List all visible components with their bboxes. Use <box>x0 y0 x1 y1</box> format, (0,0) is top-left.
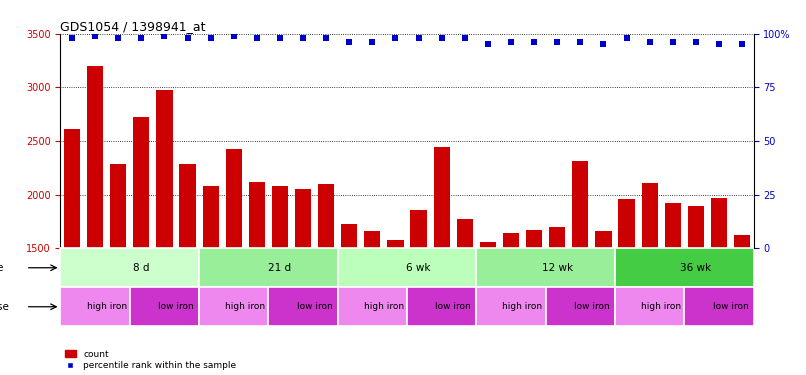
Point <box>574 39 587 45</box>
Point <box>89 33 102 39</box>
Bar <box>202 186 218 248</box>
Point <box>181 35 194 41</box>
Text: 21 d: 21 d <box>268 263 292 273</box>
Point <box>297 35 310 41</box>
Bar <box>549 227 565 248</box>
Point <box>713 42 725 48</box>
Point <box>620 35 633 41</box>
Text: 8 d: 8 d <box>133 263 150 273</box>
Bar <box>615 287 684 326</box>
Point <box>481 42 494 48</box>
Point <box>689 39 702 45</box>
Bar <box>364 231 380 248</box>
Point <box>459 35 472 41</box>
Bar <box>410 210 426 248</box>
Point <box>597 42 610 48</box>
Bar <box>156 90 172 248</box>
Text: age: age <box>0 263 3 273</box>
Bar <box>338 287 407 326</box>
Bar <box>688 206 704 248</box>
Bar <box>618 199 634 248</box>
Bar <box>87 66 103 248</box>
Point <box>736 42 749 48</box>
Bar <box>64 129 80 248</box>
Point <box>343 39 355 45</box>
Bar <box>434 147 450 248</box>
Bar <box>272 186 288 248</box>
Point <box>505 39 517 45</box>
Legend: count, percentile rank within the sample: count, percentile rank within the sample <box>65 350 236 370</box>
Point <box>528 39 541 45</box>
Bar <box>480 242 496 248</box>
Text: low iron: low iron <box>574 302 610 311</box>
Bar <box>249 182 265 248</box>
Bar <box>318 184 334 248</box>
Text: 12 wk: 12 wk <box>542 263 573 273</box>
Bar <box>60 287 130 326</box>
Bar <box>295 189 311 248</box>
Bar <box>734 236 750 248</box>
Bar <box>130 287 199 326</box>
Text: 36 wk: 36 wk <box>680 263 712 273</box>
Point <box>158 33 171 39</box>
Bar <box>199 287 268 326</box>
Bar <box>572 161 588 248</box>
Text: high iron: high iron <box>86 302 127 311</box>
Point <box>667 39 679 45</box>
Text: GDS1054 / 1398941_at: GDS1054 / 1398941_at <box>60 20 206 33</box>
Bar <box>226 148 242 248</box>
Bar <box>133 117 149 248</box>
Bar <box>268 287 338 326</box>
Bar <box>110 164 127 248</box>
Bar <box>546 287 615 326</box>
Bar <box>615 248 754 287</box>
Point <box>412 35 425 41</box>
Bar <box>665 203 681 248</box>
Bar <box>60 248 199 287</box>
Text: low iron: low iron <box>297 302 333 311</box>
Bar <box>596 231 612 248</box>
Bar <box>476 287 546 326</box>
Text: low iron: low iron <box>158 302 194 311</box>
Point <box>435 35 448 41</box>
Bar <box>341 224 357 248</box>
Point <box>204 35 217 41</box>
Point <box>389 35 402 41</box>
Point <box>227 33 240 39</box>
Bar <box>642 183 658 248</box>
Bar <box>526 230 542 248</box>
Bar <box>711 198 727 248</box>
Bar <box>407 287 476 326</box>
Point <box>112 35 125 41</box>
Text: low iron: low iron <box>435 302 472 311</box>
Bar <box>684 287 754 326</box>
Bar <box>388 240 404 248</box>
Text: high iron: high iron <box>641 302 681 311</box>
Bar <box>503 233 519 248</box>
Point <box>550 39 563 45</box>
Bar <box>457 219 473 248</box>
Text: high iron: high iron <box>502 302 542 311</box>
Text: high iron: high iron <box>364 302 404 311</box>
Bar <box>476 248 615 287</box>
Bar <box>199 248 338 287</box>
Text: dose: dose <box>0 302 9 312</box>
Point <box>65 35 78 41</box>
Point <box>320 35 333 41</box>
Point <box>366 39 379 45</box>
Point <box>135 35 147 41</box>
Text: high iron: high iron <box>225 302 265 311</box>
Bar <box>180 164 196 248</box>
Point <box>251 35 264 41</box>
Bar <box>338 248 476 287</box>
Point <box>273 35 286 41</box>
Text: low iron: low iron <box>713 302 749 311</box>
Text: 6 wk: 6 wk <box>406 263 431 273</box>
Point <box>643 39 656 45</box>
